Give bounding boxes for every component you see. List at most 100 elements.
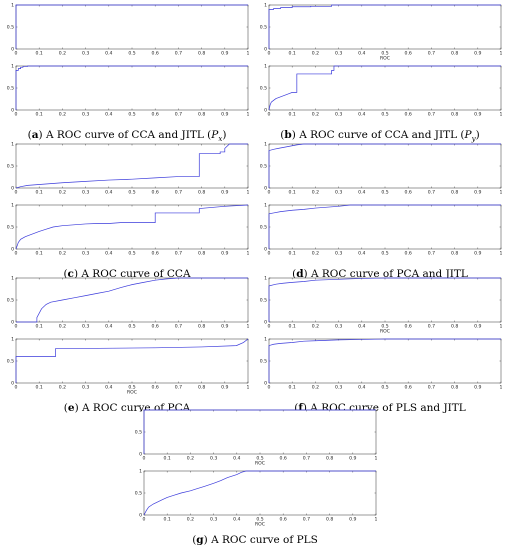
x-tick-label: 0.6 <box>405 251 412 257</box>
x-tick-label: 1 <box>500 251 503 257</box>
y-tick-label: 0 <box>11 381 14 387</box>
axes-box <box>268 4 502 50</box>
caption-text: A ROC curve of CCA and JITL ( <box>45 129 212 141</box>
x-tick-label: 0.1 <box>36 324 43 330</box>
x-tick-label: 0.6 <box>152 51 159 57</box>
x-tick-label: 0 <box>268 251 271 257</box>
x-tick-label: 0.6 <box>152 251 159 257</box>
x-tick-label: 0.9 <box>474 385 481 391</box>
x-tick-label: 0.1 <box>36 251 43 257</box>
y-tick-label: 0 <box>264 320 267 326</box>
axes-box <box>143 470 377 516</box>
x-tick-label: 0.8 <box>198 190 205 196</box>
x-tick-label: 0.8 <box>326 517 333 523</box>
subplot-e-1: 0 0.1 0.2 0.3 0.4 0.5 0.6 0.7 0.8 0.9 1 0 0.5 1 <box>7 276 250 330</box>
caption-paren: ) <box>302 402 311 414</box>
x-tick-label: 0.6 <box>405 112 412 118</box>
x-tick-label: 0.1 <box>164 456 171 462</box>
x-tick-label: 1 <box>247 51 250 57</box>
x-tick-label: 1 <box>500 324 503 330</box>
x-tick-label: 0 <box>15 51 18 57</box>
x-tick-label: 0.5 <box>128 51 135 57</box>
caption-paren: ( <box>294 402 299 414</box>
x-tick-label: 0.1 <box>289 112 296 118</box>
roc-curve-line <box>143 470 376 516</box>
x-tick-label: 0.3 <box>82 385 89 391</box>
y-tick-label: 1 <box>11 142 14 148</box>
roc-curve-line <box>268 204 501 249</box>
x-tick-label: 0.1 <box>36 190 43 196</box>
x-tick-label: 0.8 <box>451 324 458 330</box>
x-tick-label: 0.8 <box>326 456 333 462</box>
x-tick-label: 0.4 <box>105 112 112 118</box>
y-tick-label: 0 <box>11 186 14 192</box>
axes-box <box>15 143 249 189</box>
x-tick-label: 0.7 <box>428 385 435 391</box>
x-tick-label: 0.4 <box>358 112 365 118</box>
subplot-a-1: 0 0.1 0.2 0.3 0.4 0.5 0.6 0.7 0.8 0.9 1 0 0.5 1 <box>7 3 250 57</box>
axes-box <box>15 277 249 323</box>
y-tick-label: 0 <box>264 108 267 114</box>
roc-curve-line <box>268 338 501 383</box>
x-tick-label: 0.2 <box>312 324 319 330</box>
x-tick-label: 0.7 <box>428 190 435 196</box>
roc-curve-line <box>268 4 501 49</box>
y-tick-label: 0.5 <box>7 86 14 92</box>
y-tick-label: 1 <box>264 276 267 282</box>
y-tick-label: 1 <box>139 408 142 414</box>
x-tick-label: 0.6 <box>280 456 287 462</box>
roc-curve-line <box>268 277 501 322</box>
y-tick-label: 0 <box>11 320 14 326</box>
y-tick-label: 0 <box>139 513 142 519</box>
x-tick-label: 0.7 <box>175 51 182 57</box>
x-tick-label: 0.3 <box>335 385 342 391</box>
caption-letter: f <box>298 402 303 414</box>
x-tick-label: 0.2 <box>312 251 319 257</box>
x-tick-label: 0.5 <box>381 51 388 57</box>
y-tick-label: 0.5 <box>7 164 14 170</box>
x-tick-label: 0 <box>15 324 18 330</box>
x-tick-label: 0.8 <box>198 385 205 391</box>
x-tick-label: 0.3 <box>335 112 342 118</box>
x-tick-label: 0.3 <box>82 251 89 257</box>
caption-letter: b <box>284 129 292 141</box>
x-tick-label: 1 <box>247 324 250 330</box>
x-tick-label: 0.5 <box>128 385 135 391</box>
subplot-f-2: 0 0.1 0.2 0.3 0.4 0.5 0.6 0.7 0.8 0.9 1 0 0.5 1 <box>260 337 503 391</box>
caption-letter: g <box>196 534 204 546</box>
x-tick-label: 1 <box>500 385 503 391</box>
x-axis-label: ROC <box>380 56 390 62</box>
axes-box <box>268 65 502 111</box>
x-tick-label: 0 <box>268 190 271 196</box>
roc-panel-a-svg: 0 0.1 0.2 0.3 0.4 0.5 0.6 0.7 0.8 0.9 1 0 0.5 1 0 0.1 0.… <box>7 3 250 118</box>
panel-caption-d: (d) A ROC curve of PCA and JITL <box>257 268 503 280</box>
x-tick-label: 0.8 <box>198 51 205 57</box>
y-tick-label: 0.5 <box>260 225 267 231</box>
y-tick-label: 0.5 <box>135 491 142 497</box>
x-tick-label: 0.8 <box>451 190 458 196</box>
x-tick-label: 0.9 <box>474 251 481 257</box>
x-tick-label: 0.5 <box>381 324 388 330</box>
y-tick-label: 0.5 <box>260 359 267 365</box>
y-tick-label: 0 <box>11 247 14 253</box>
axes-box <box>15 4 249 50</box>
y-tick-label: 1 <box>11 203 14 209</box>
caption-letter: a <box>31 129 39 141</box>
subplot-a-2: 0 0.1 0.2 0.3 0.4 0.5 0.6 0.7 0.8 0.9 1 0 0.5 1 <box>7 64 250 118</box>
x-tick-label: 0.9 <box>474 324 481 330</box>
caption-paren: ( <box>292 268 297 280</box>
axes-box <box>268 143 502 189</box>
x-tick-label: 0.2 <box>187 517 194 523</box>
x-tick-label: 0.2 <box>59 51 66 57</box>
y-tick-label: 0.5 <box>7 359 14 365</box>
y-tick-label: 0 <box>139 452 142 458</box>
x-tick-label: 0.1 <box>289 385 296 391</box>
x-tick-label: 0.9 <box>221 112 228 118</box>
x-tick-label: 0.1 <box>36 51 43 57</box>
x-tick-label: 0.7 <box>428 51 435 57</box>
x-tick-label: 0 <box>268 324 271 330</box>
x-tick-label: 0 <box>15 385 18 391</box>
caption-letter: c <box>67 268 74 280</box>
x-tick-label: 0.7 <box>175 190 182 196</box>
y-tick-label: 0 <box>264 247 267 253</box>
